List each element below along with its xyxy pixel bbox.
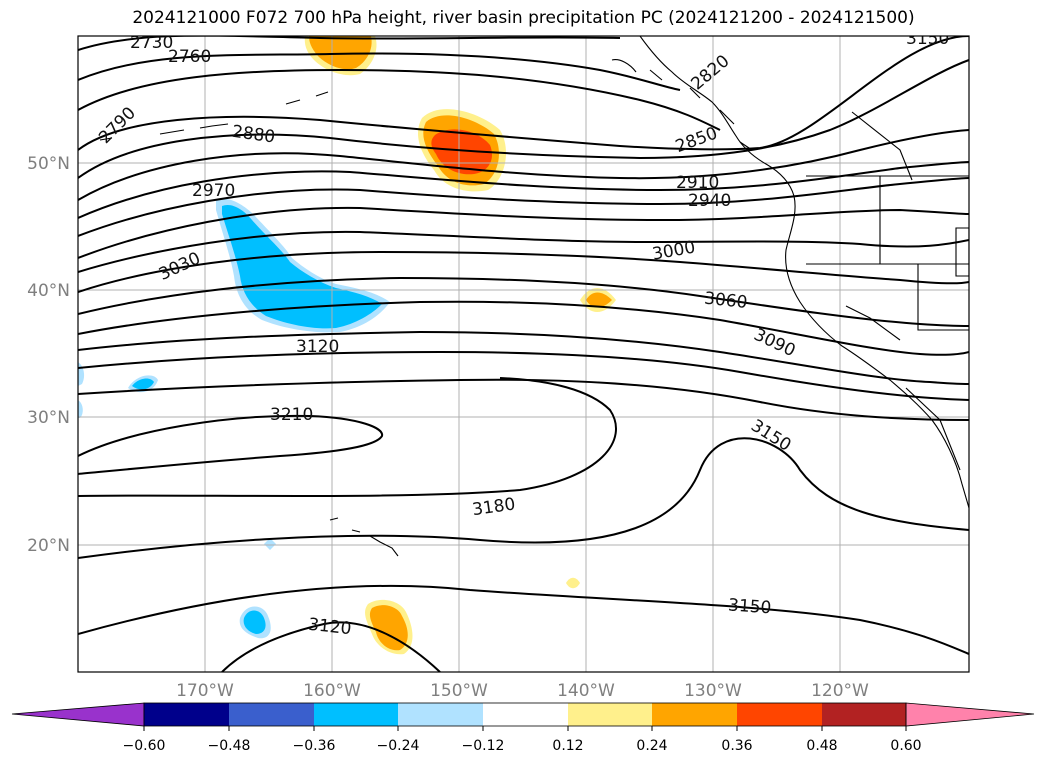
contour-label: 3210 bbox=[270, 405, 313, 425]
lat-label: 50°N bbox=[27, 154, 70, 174]
longitude-labels: 170°W 160°W 150°W 140°W 130°W 120°W bbox=[176, 681, 869, 701]
colorbar-tick: 0.36 bbox=[721, 738, 752, 754]
colorbar-bin bbox=[652, 703, 737, 726]
colorbar-tick: −0.24 bbox=[377, 738, 420, 754]
lat-label: 20°N bbox=[27, 536, 70, 556]
colorbar: −0.60 −0.48 −0.36 −0.24 −0.12 0.12 0.24 … bbox=[11, 702, 1035, 754]
colorbar-tick: 0.24 bbox=[636, 738, 667, 754]
contour-label: 2940 bbox=[688, 191, 731, 211]
coastlines bbox=[99, 36, 969, 557]
contour-label: 3120 bbox=[296, 337, 339, 357]
colorbar-tick: 0.48 bbox=[806, 738, 837, 754]
contour-label: 2970 bbox=[192, 181, 235, 201]
contour-label: 2730 bbox=[130, 33, 173, 53]
lon-label: 140°W bbox=[557, 681, 615, 701]
lat-label: 30°N bbox=[27, 408, 70, 428]
lon-label: 150°W bbox=[430, 681, 488, 701]
height-contours bbox=[78, 36, 969, 672]
graticule bbox=[78, 36, 969, 672]
colorbar-bin bbox=[822, 703, 906, 726]
lon-label: 120°W bbox=[811, 681, 869, 701]
lon-label: 170°W bbox=[176, 681, 234, 701]
colorbar-bin bbox=[229, 703, 314, 726]
colorbar-tick: −0.36 bbox=[293, 738, 336, 754]
contour-label: 2760 bbox=[168, 47, 211, 67]
lat-label: 40°N bbox=[27, 281, 70, 301]
contour-label: 3150 bbox=[906, 29, 949, 49]
colorbar-tick: 0.12 bbox=[552, 738, 583, 754]
colorbar-extend-high bbox=[905, 702, 1035, 727]
colorbar-tick: −0.60 bbox=[123, 738, 166, 754]
map-frame bbox=[77, 35, 970, 673]
colorbar-bin bbox=[144, 703, 229, 726]
map-title: 2024121000 F072 700 hPa height, river ba… bbox=[132, 8, 915, 28]
colorbar-extend-low bbox=[11, 702, 145, 727]
colorbar-bin bbox=[398, 703, 483, 726]
colorbar-tick: 0.60 bbox=[890, 738, 921, 754]
latitude-labels: 50°N 40°N 30°N 20°N bbox=[27, 154, 70, 556]
map-area: 2730 2760 2790 2820 2850 2880 2910 2940 … bbox=[78, 29, 969, 672]
contour-label: 3120 bbox=[307, 615, 352, 639]
colorbar-bin bbox=[568, 703, 652, 726]
colorbar-tick: −0.48 bbox=[208, 738, 251, 754]
colorbar-bin bbox=[483, 703, 568, 726]
colorbar-bin bbox=[737, 703, 822, 726]
contour-label: 3150 bbox=[727, 595, 772, 618]
contour-label: 2910 bbox=[676, 173, 719, 193]
contour-label: 3060 bbox=[703, 289, 748, 313]
lon-label: 130°W bbox=[684, 681, 742, 701]
colorbar-bin bbox=[314, 703, 398, 726]
colorbar-tick: −0.12 bbox=[462, 738, 505, 754]
lon-label: 160°W bbox=[303, 681, 361, 701]
